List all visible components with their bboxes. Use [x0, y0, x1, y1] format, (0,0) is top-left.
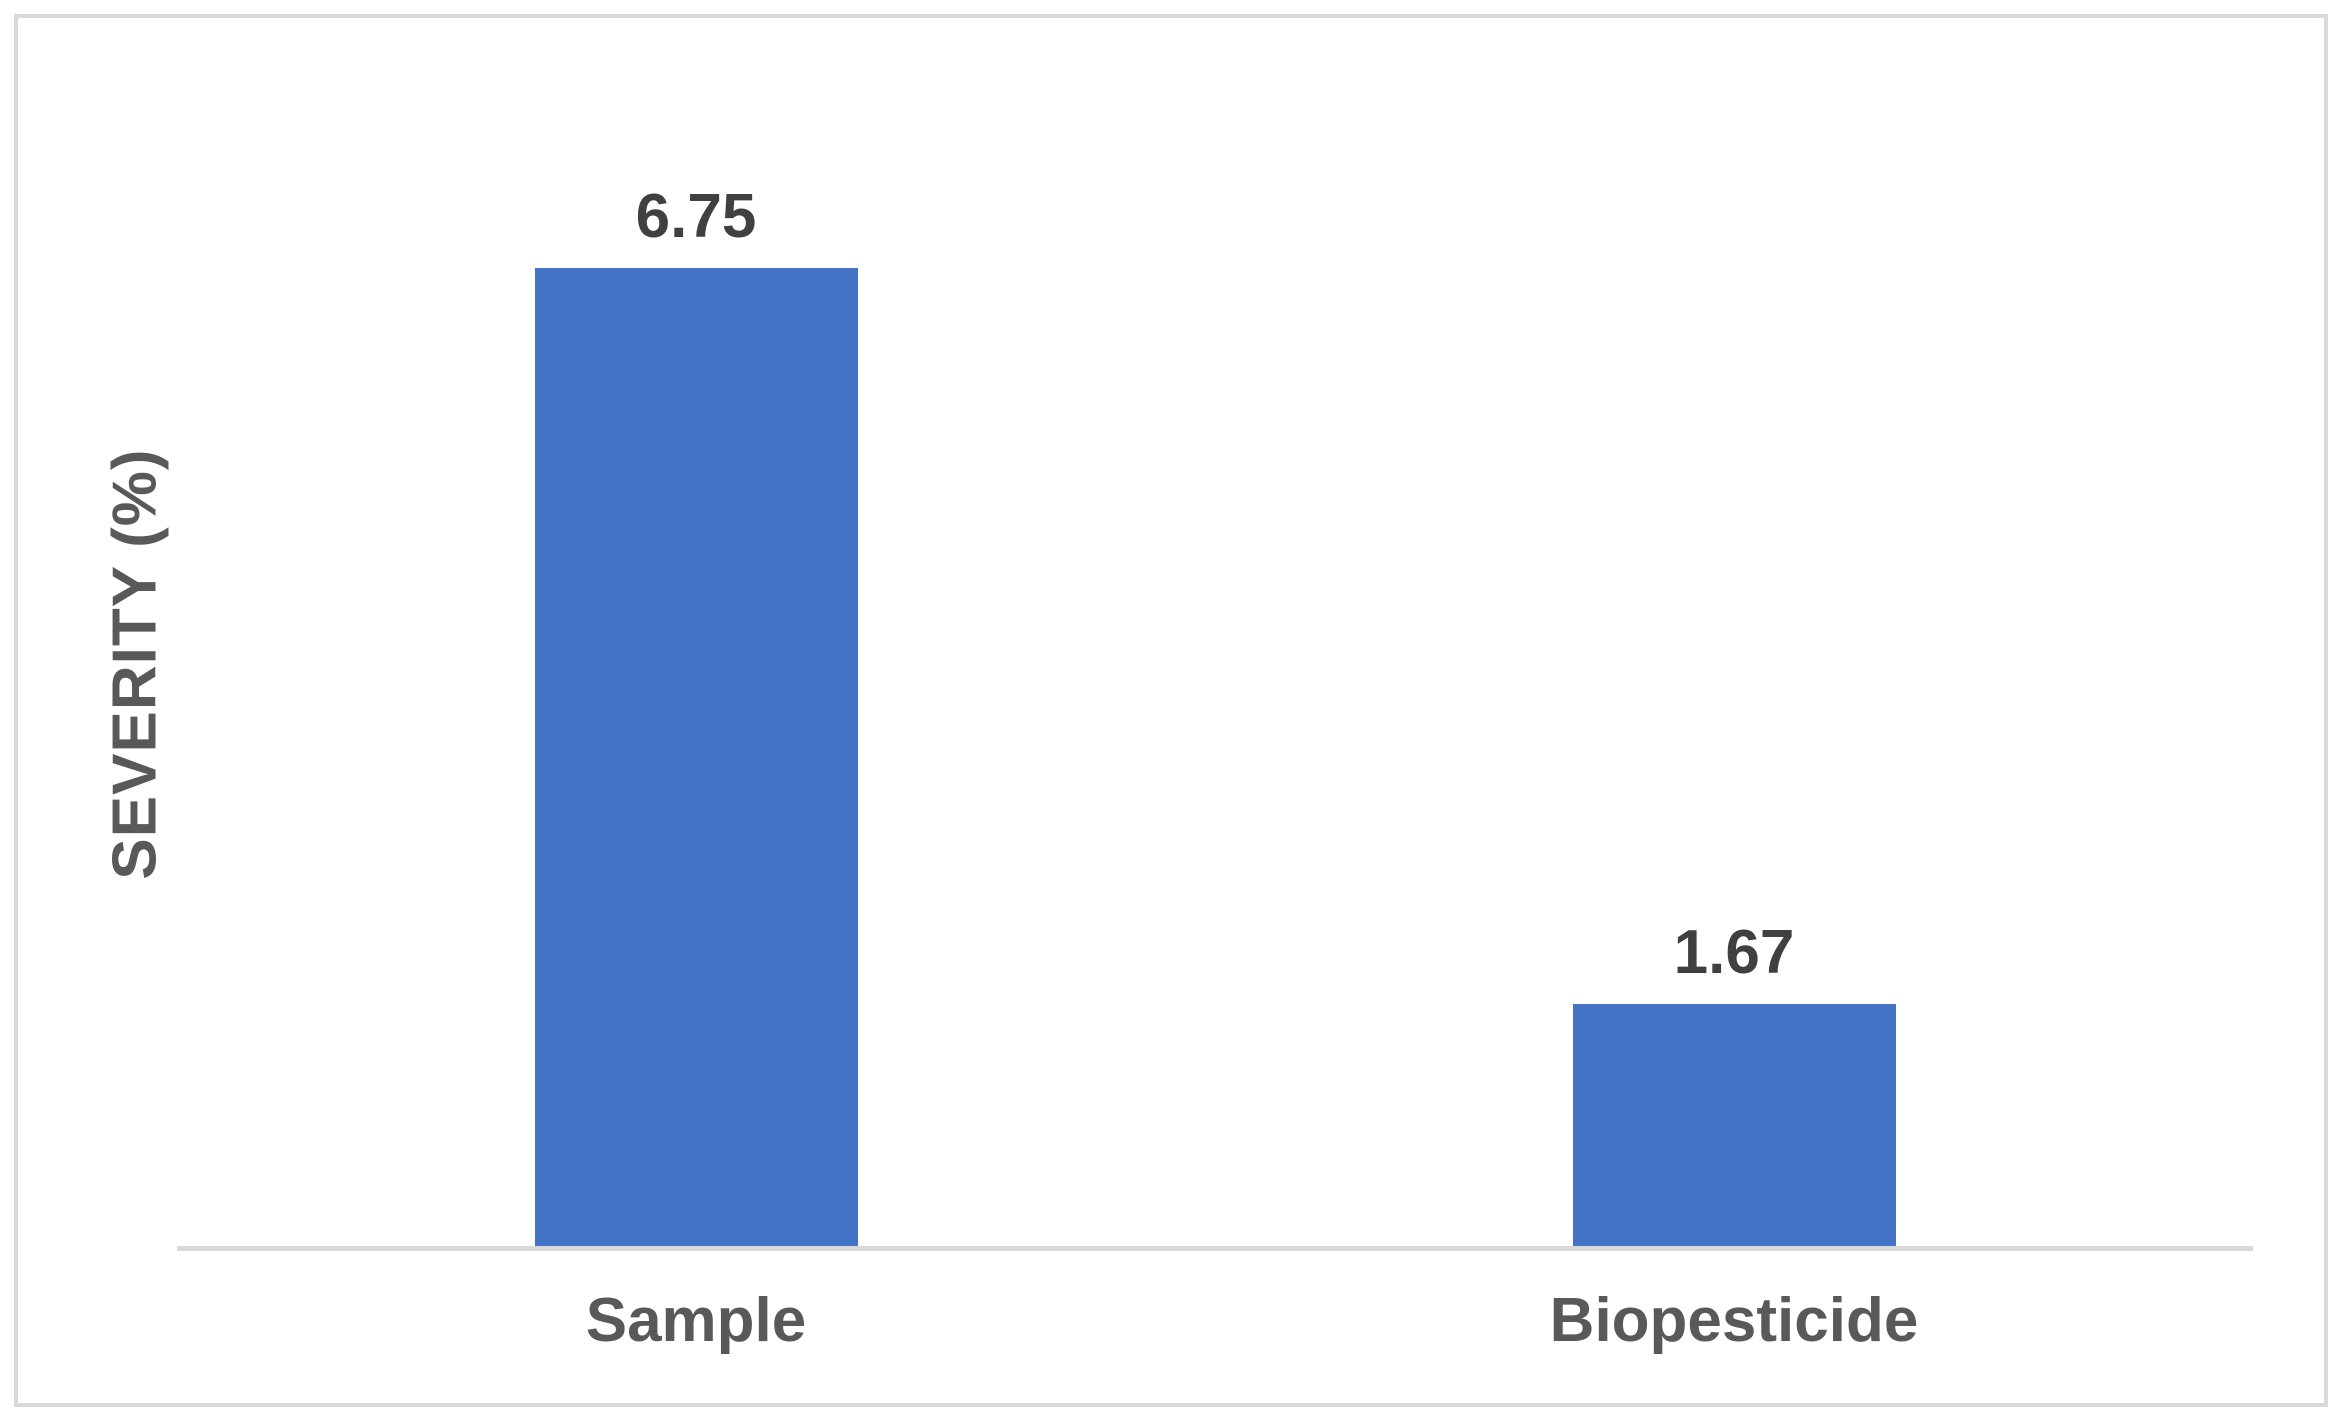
value-label: 1.67 [1673, 918, 1795, 987]
category-label: Sample [585, 1286, 807, 1355]
bar [1572, 1004, 1896, 1246]
bar-column: 6.75 [496, 186, 896, 1246]
chart-frame [14, 14, 2328, 1407]
y-axis-title: SEVERITY (%) [100, 448, 170, 880]
bar-column: 1.67 [1534, 922, 1934, 1246]
x-axis-line [177, 1246, 2253, 1251]
category-label: Biopesticide [1549, 1286, 1919, 1355]
value-label: 6.75 [635, 182, 757, 251]
bar [534, 268, 858, 1246]
